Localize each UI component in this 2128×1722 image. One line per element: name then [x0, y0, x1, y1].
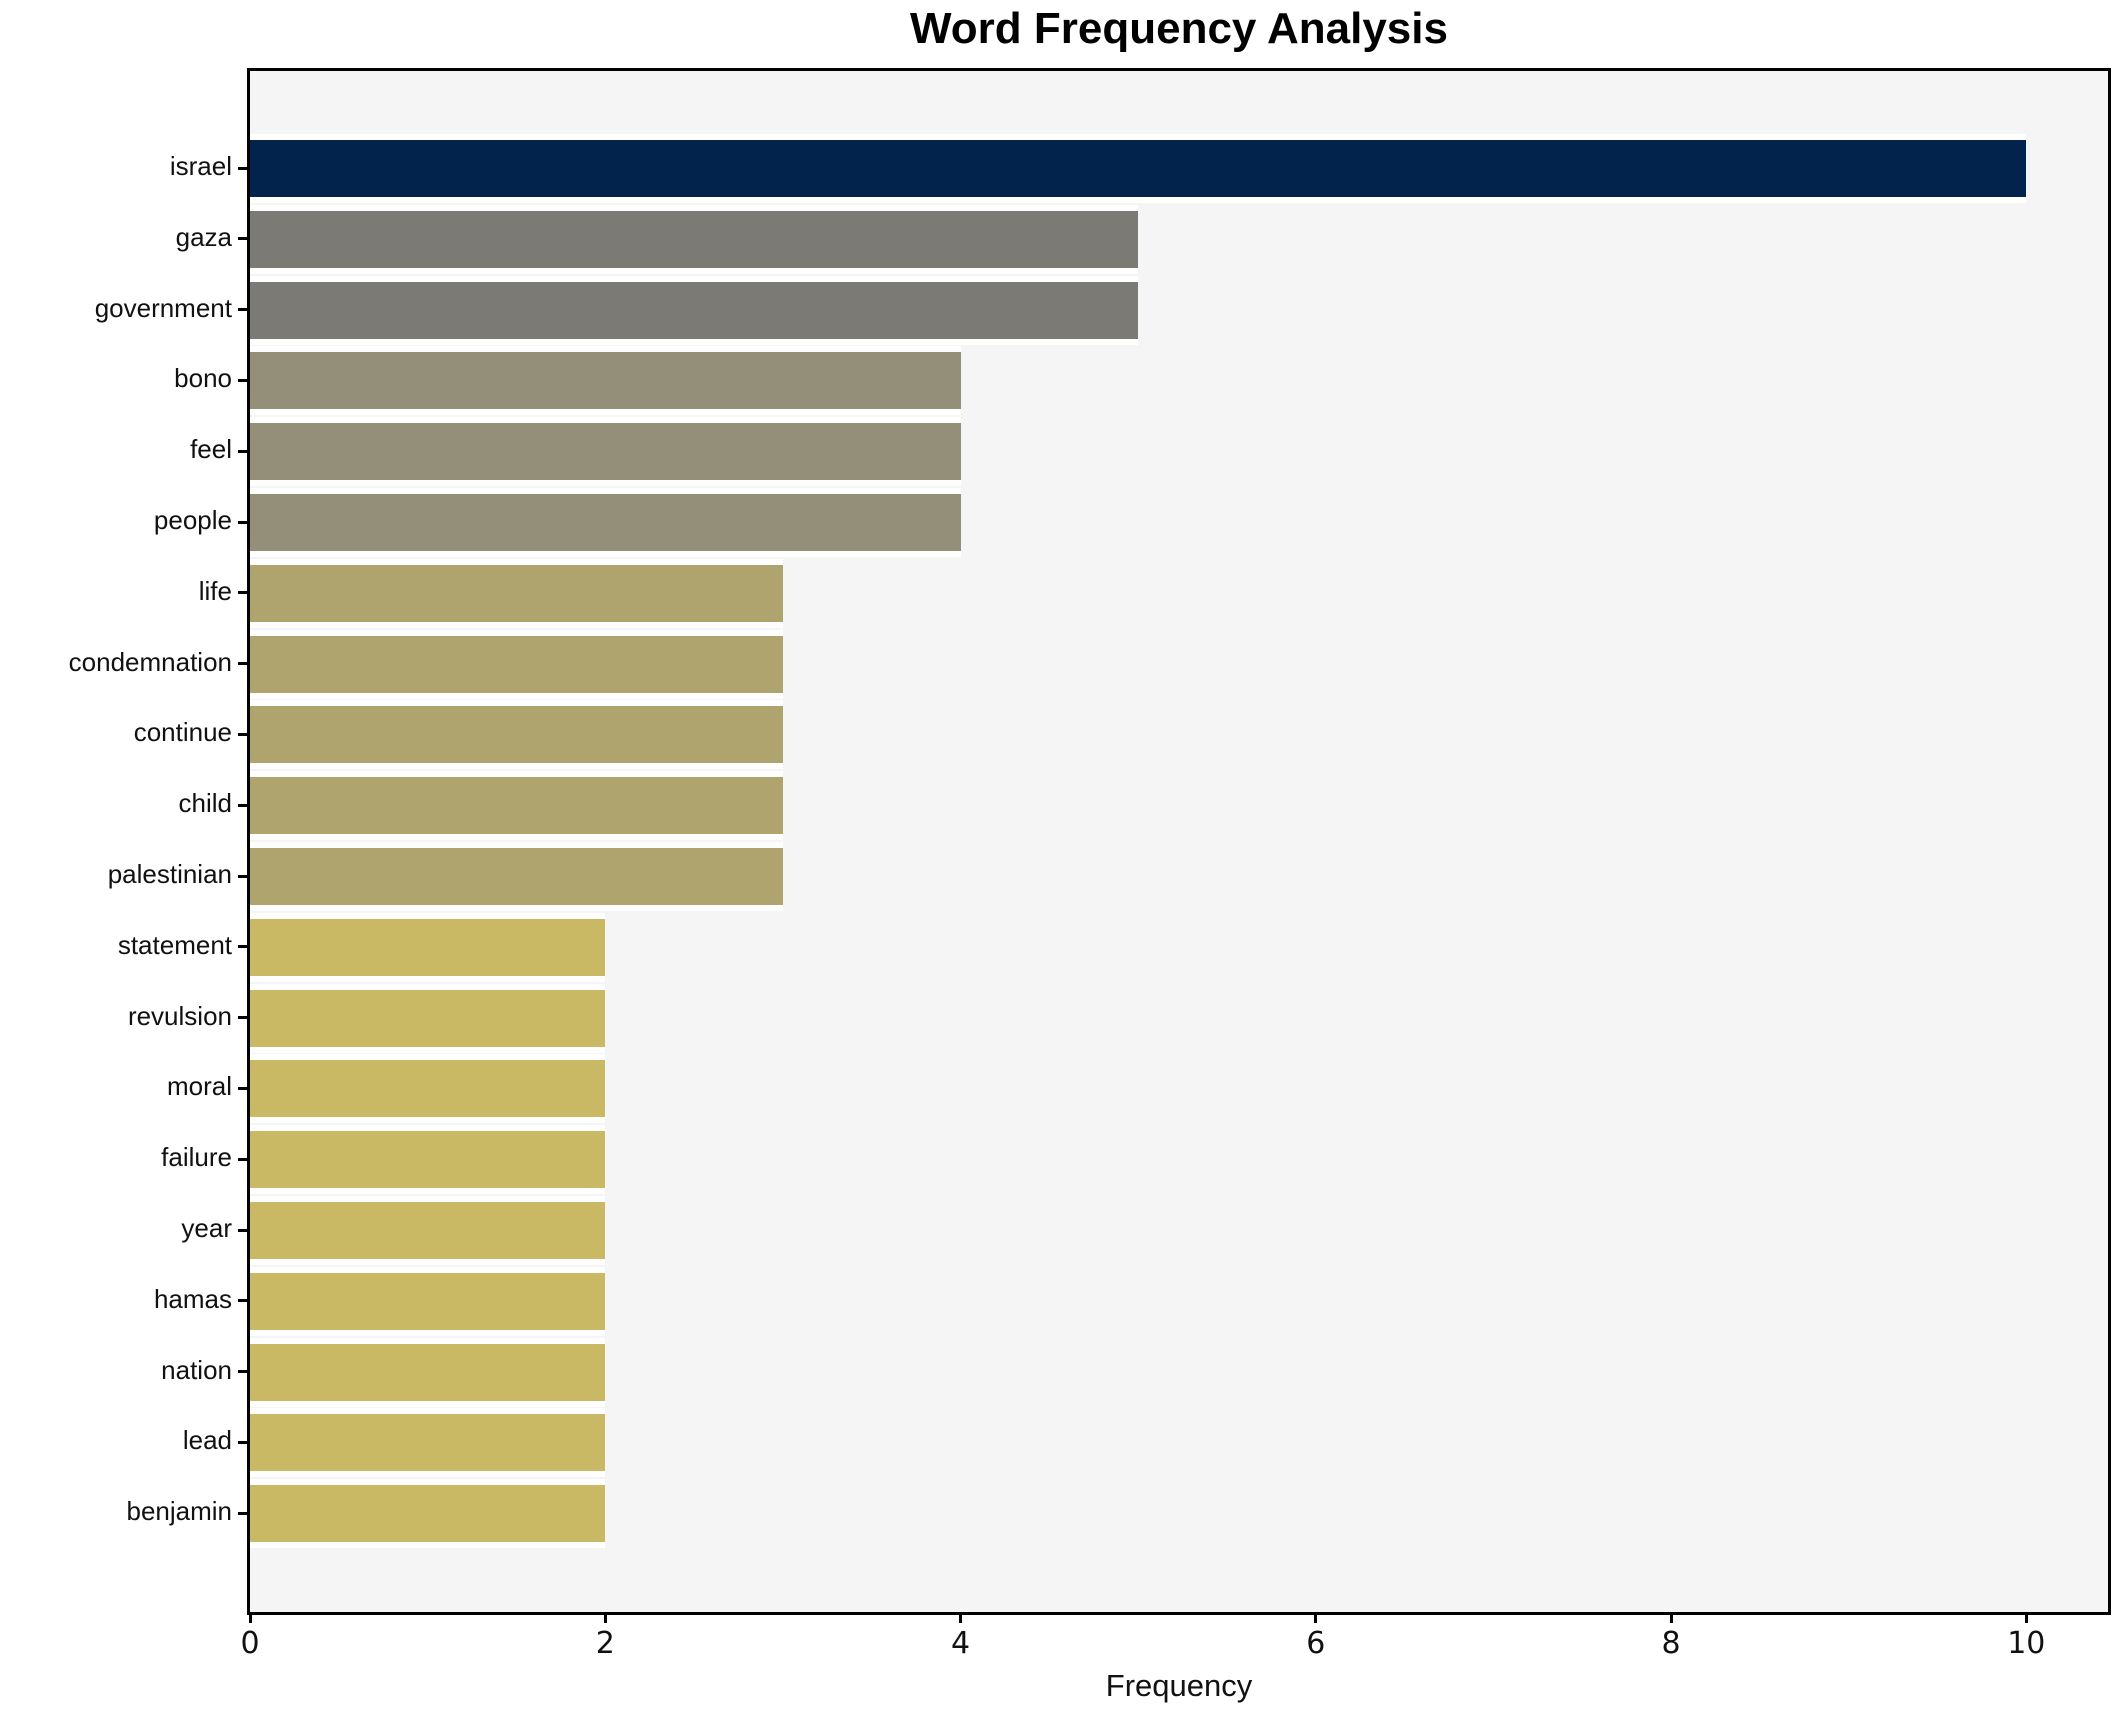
bar-lead — [250, 1408, 606, 1478]
y-tick-label-hamas: hamas — [153, 1283, 232, 1314]
y-tick-mark — [238, 449, 247, 453]
y-tick-label-lead: lead — [182, 1425, 232, 1456]
y-tick-mark — [238, 308, 247, 312]
bar-israel — [250, 134, 2027, 203]
x-tick-mark — [248, 1612, 252, 1623]
bar-nation — [250, 1337, 606, 1407]
y-tick-mark — [238, 1086, 247, 1090]
x-tick-mark — [603, 1612, 607, 1623]
y-tick-label-child: child — [178, 788, 232, 819]
y-tick-mark — [238, 1299, 247, 1303]
bar-feel — [250, 417, 961, 487]
bar-row — [250, 204, 2108, 276]
y-tick-mark — [238, 520, 247, 524]
bar-continue — [250, 700, 783, 770]
bar-government — [250, 275, 1139, 345]
bar-life — [250, 558, 783, 628]
y-tick-label-people: people — [153, 504, 232, 535]
y-tick-label-moral: moral — [166, 1071, 232, 1102]
x-tick-label-10: 10 — [2007, 1626, 2046, 1661]
y-tick-mark — [238, 732, 247, 736]
x-tick-mark — [1314, 1612, 1318, 1623]
y-tick-label-gaza: gaza — [175, 221, 232, 252]
bar-row — [250, 417, 2108, 488]
x-tick-mark — [1669, 1612, 1673, 1623]
y-tick-label-benjamin: benjamin — [126, 1496, 232, 1527]
bar-row — [250, 275, 2108, 347]
bar-row — [250, 1125, 2108, 1196]
bar-revulsion — [250, 983, 606, 1053]
x-tick-label-8: 8 — [1661, 1626, 1681, 1661]
bar-failure — [250, 1125, 606, 1195]
bar-palestinian — [250, 841, 783, 911]
y-tick-mark — [238, 1157, 247, 1161]
y-tick-label-government: government — [94, 292, 232, 323]
x-tick-label-6: 6 — [1306, 1626, 1326, 1661]
x-axis-title: Frequency — [1105, 1668, 1253, 1703]
bar-row — [250, 1054, 2108, 1125]
y-tick-label-bono: bono — [174, 363, 232, 394]
x-tick-label-0: 0 — [240, 1626, 260, 1661]
x-tick-mark — [959, 1612, 963, 1623]
bar-row — [250, 134, 2108, 205]
bar-child — [250, 771, 783, 841]
y-tick-mark — [238, 378, 247, 382]
bar-gaza — [250, 204, 1139, 274]
chart-title: Word Frequency Analysis — [910, 4, 1448, 53]
bar-benjamin — [250, 1479, 606, 1549]
bar-row — [250, 1408, 2108, 1479]
plot-area — [247, 68, 2111, 1615]
y-tick-mark — [238, 874, 247, 878]
y-tick-label-nation: nation — [161, 1354, 232, 1385]
y-tick-mark — [238, 945, 247, 949]
y-tick-mark — [238, 1511, 247, 1515]
x-tick-mark — [2024, 1612, 2028, 1623]
y-tick-label-life: life — [198, 575, 232, 606]
y-tick-mark — [238, 166, 247, 170]
bar-bono — [250, 346, 961, 416]
bar-year — [250, 1195, 606, 1265]
y-tick-label-revulsion: revulsion — [127, 1000, 232, 1031]
bar-row — [250, 912, 2108, 984]
y-tick-label-palestinian: palestinian — [107, 858, 232, 889]
y-tick-mark — [238, 1016, 247, 1020]
y-tick-label-statement: statement — [117, 929, 232, 960]
y-tick-mark — [238, 662, 247, 666]
y-tick-mark — [238, 1228, 247, 1232]
bar-row — [250, 1479, 2108, 1550]
bar-row — [250, 1337, 2108, 1409]
y-tick-label-continue: continue — [133, 717, 232, 748]
y-tick-mark — [238, 803, 247, 807]
y-tick-label-year: year — [181, 1212, 232, 1243]
x-tick-label-4: 4 — [950, 1626, 971, 1661]
bar-condemnation — [250, 629, 783, 699]
y-tick-mark — [238, 237, 247, 241]
y-axis-labels: israel gaza government bono feel people life co… — [0, 131, 232, 1547]
bar-row — [250, 771, 2108, 842]
y-tick-label-failure: failure — [161, 1142, 232, 1173]
y-tick-label-condemnation: condemnation — [68, 646, 232, 677]
bar-row — [250, 558, 2108, 630]
bar-row — [250, 1195, 2108, 1267]
x-tick-label-2: 2 — [595, 1626, 615, 1661]
y-tick-mark — [238, 1440, 247, 1444]
bars-layer — [250, 134, 2108, 1550]
bar-hamas — [250, 1266, 606, 1336]
y-tick-mark — [238, 1370, 247, 1374]
y-tick-mark — [238, 591, 247, 595]
bar-row — [250, 487, 2108, 559]
bar-row — [250, 983, 2108, 1055]
bar-row — [250, 346, 2108, 417]
bar-people — [250, 487, 961, 557]
bar-moral — [250, 1054, 606, 1124]
y-tick-label-israel: israel — [169, 151, 232, 181]
y-tick-label-feel: feel — [190, 434, 232, 465]
bar-row — [250, 1266, 2108, 1338]
bar-row — [250, 841, 2108, 913]
bar-row — [250, 629, 2108, 701]
bar-row — [250, 700, 2108, 771]
bar-statement — [250, 912, 606, 982]
